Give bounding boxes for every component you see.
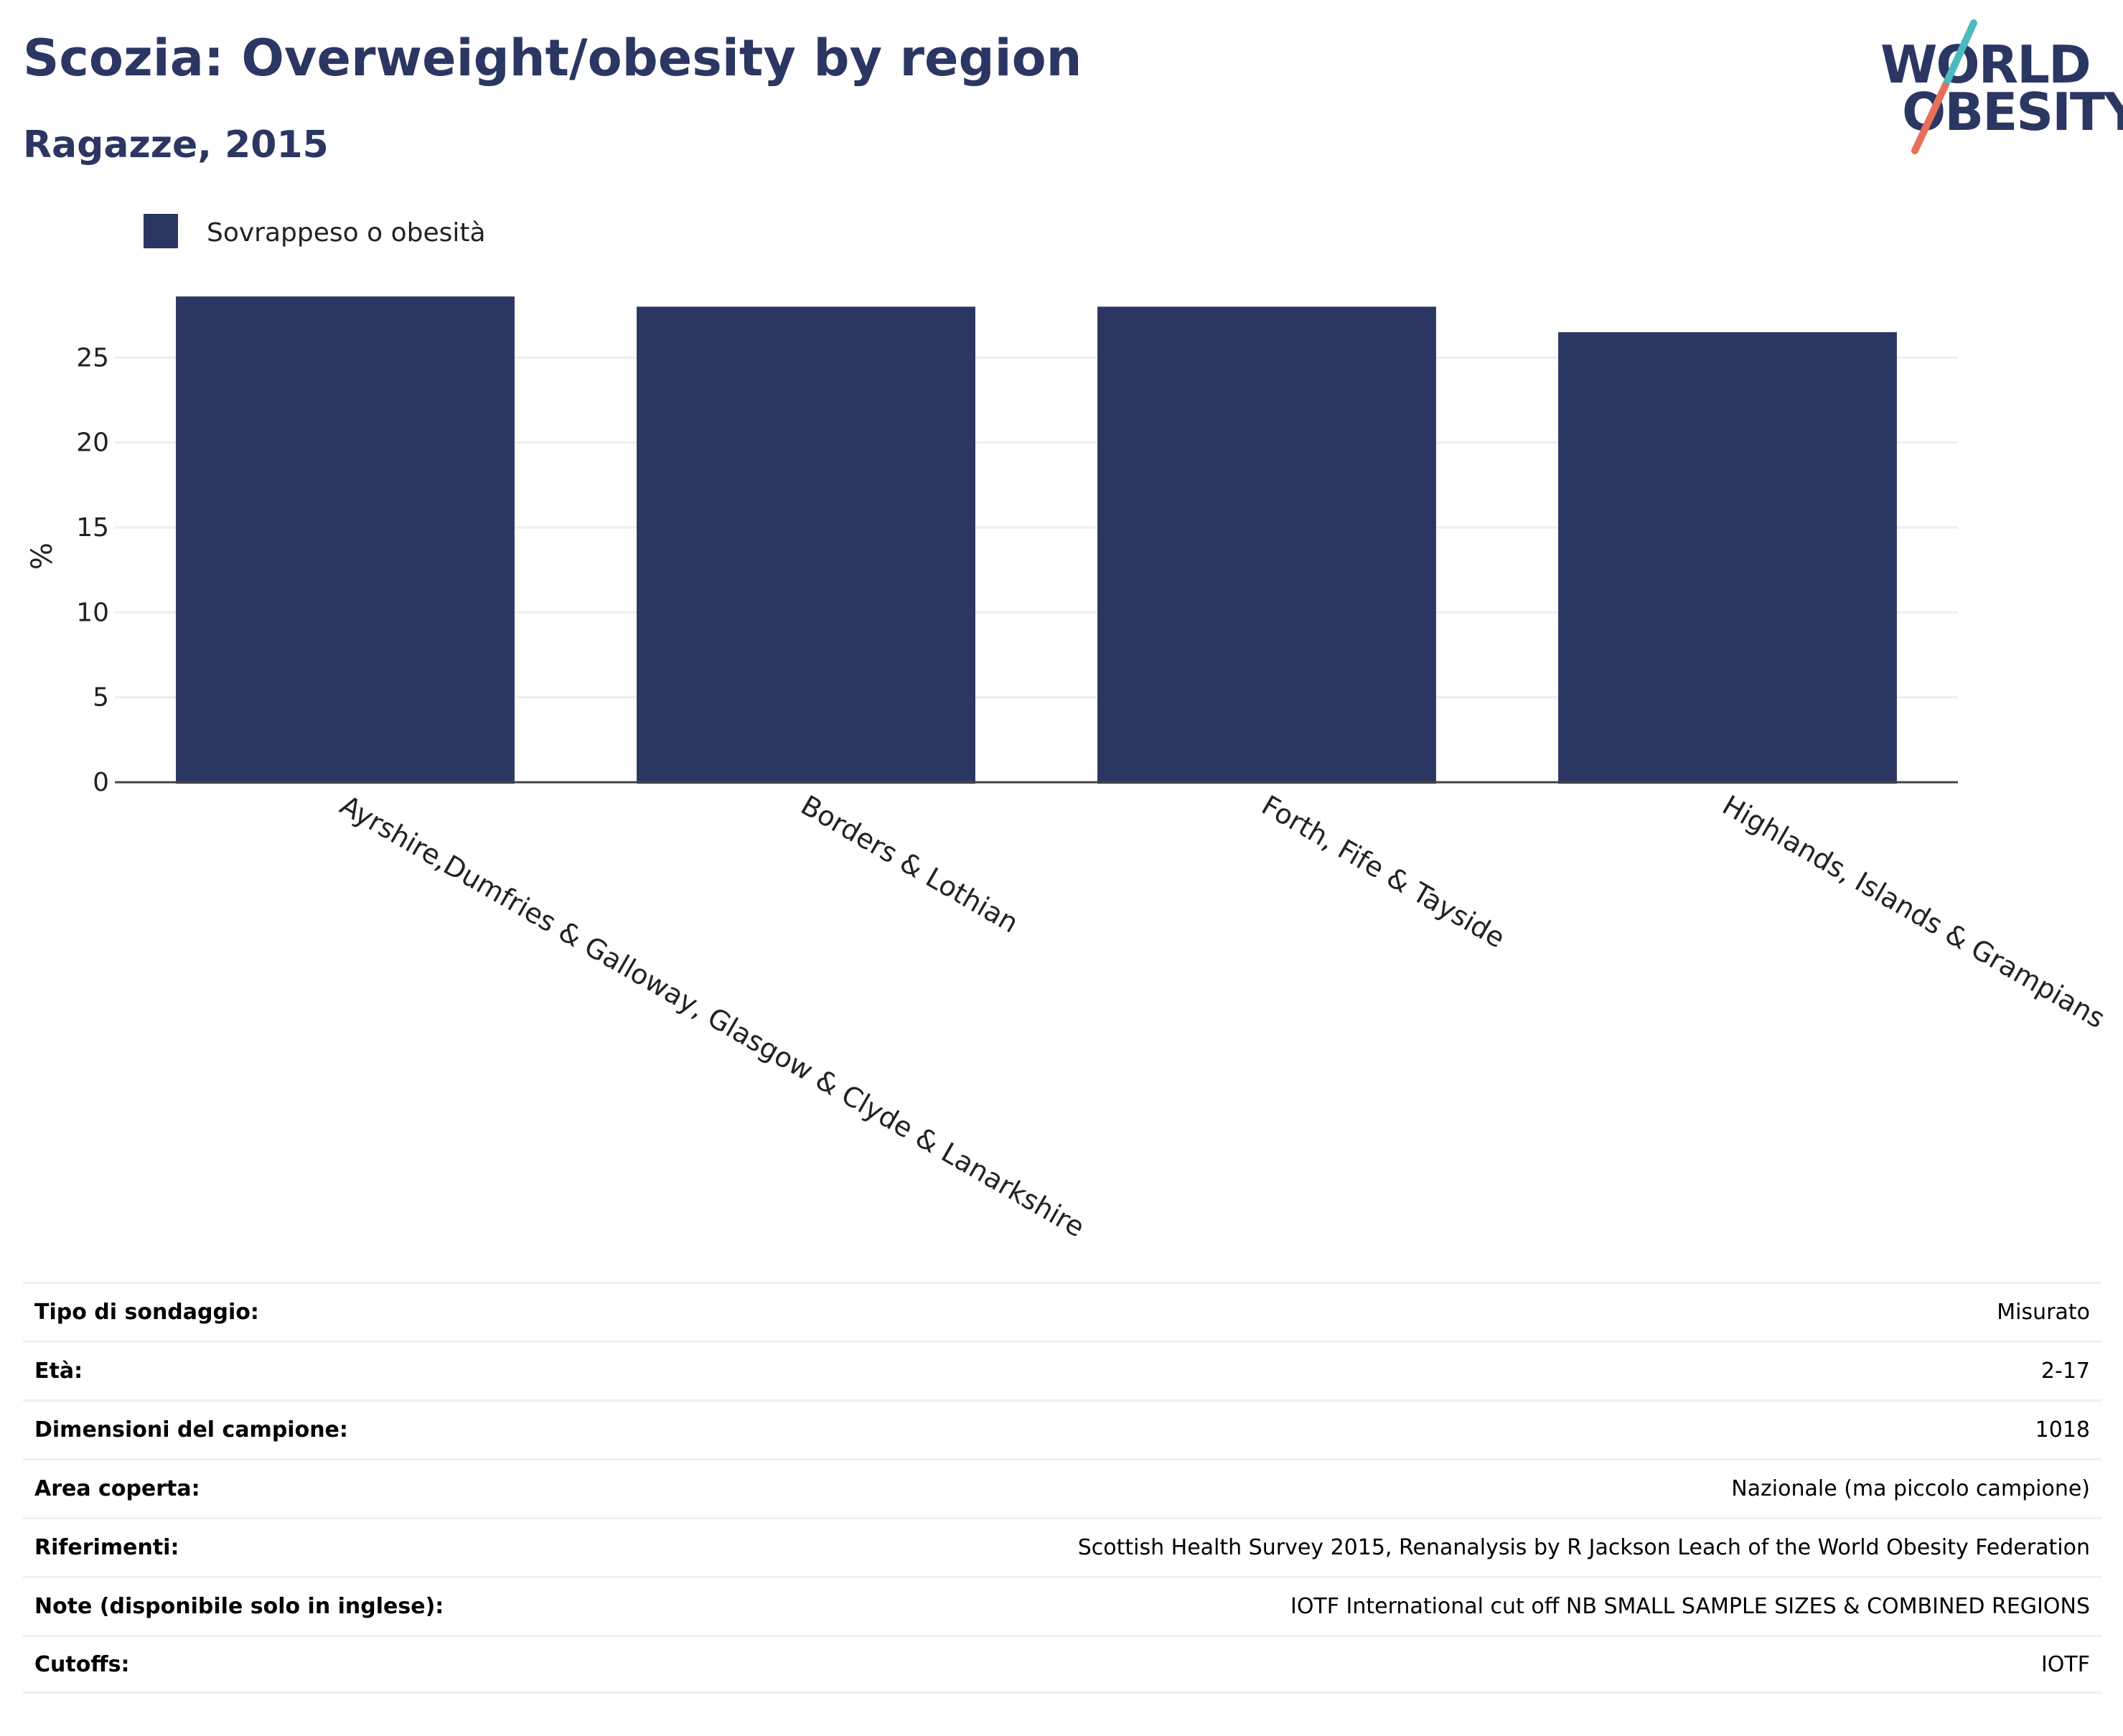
bars [176, 296, 1897, 784]
world-obesity-logo: WORLD OBESITY [1866, 14, 2123, 158]
legend-label: Sovrappeso o obesità [207, 218, 486, 248]
bar [637, 306, 975, 784]
bar [176, 296, 515, 784]
info-value: IOTF International cut off NB SMALL SAMP… [1290, 1594, 2090, 1619]
info-value: IOTF [2040, 1651, 2090, 1677]
info-label: Tipo di sondaggio: [34, 1300, 259, 1325]
legend: Sovrappeso o obesità [144, 214, 486, 248]
info-label: Riferimenti: [34, 1535, 179, 1560]
y-tick-label: 20 [76, 428, 109, 458]
bar [1558, 332, 1897, 784]
bar [1097, 306, 1436, 784]
y-axis: 0 5 10 15 20 25 [76, 343, 109, 797]
info-label: Area coperta: [34, 1476, 200, 1501]
y-tick-label: 0 [93, 768, 109, 797]
x-tick-label: Borders & Lothian [796, 789, 1024, 939]
y-axis-label: % [26, 543, 59, 570]
info-value: Nazionale (ma piccolo campione) [1731, 1476, 2090, 1501]
info-value: 1018 [2035, 1417, 2090, 1442]
info-row: Dimensioni del campione: 1018 [23, 1399, 2101, 1458]
x-tick-label: Ayrshire,Dumfries & Galloway, Glasgow & … [335, 789, 1090, 1244]
info-row: Riferimenti: Scottish Health Survey 2015,… [23, 1517, 2101, 1576]
info-row: Note (disponibile solo in inglese): IOTF … [23, 1576, 2101, 1635]
logo-slash-icon [1911, 19, 1977, 154]
x-axis: Ayrshire,Dumfries & Galloway, Glasgow & … [115, 781, 2111, 1244]
info-value: 2-17 [2040, 1359, 2090, 1384]
x-tick-label: Highlands, Islands & Grampians [1717, 789, 2111, 1035]
info-label: Dimensioni del campione: [34, 1417, 348, 1442]
y-tick-label: 15 [76, 513, 109, 543]
info-label: Note (disponibile solo in inglese): [34, 1594, 444, 1619]
y-tick-label: 25 [76, 343, 109, 372]
info-value: Scottish Health Survey 2015, Renanalysis… [1077, 1535, 2090, 1560]
info-label: Età: [34, 1359, 83, 1384]
x-tick-label: Forth, Fife & Tayside [1257, 789, 1511, 954]
chart-subtitle: Ragazze, 2015 [23, 123, 329, 166]
logo-line-1: WORLD [1880, 34, 2091, 95]
info-label: Cutoffs: [34, 1651, 130, 1677]
y-tick-label: 5 [93, 683, 109, 713]
y-tick-label: 10 [76, 598, 109, 627]
info-row: Età: 2-17 [23, 1341, 2101, 1399]
info-row: Area coperta: Nazionale (ma piccolo campi… [23, 1458, 2101, 1517]
chart-title: Scozia: Overweight/obesity by region [23, 29, 1082, 88]
info-row: Tipo di sondaggio: Misurato [23, 1282, 2101, 1341]
info-row: Cutoffs: IOTF [23, 1635, 2101, 1694]
info-table: Tipo di sondaggio: Misurato Età: 2-17 Dimens… [23, 1282, 2101, 1694]
info-value: Misurato [1997, 1300, 2090, 1325]
legend-swatch [144, 214, 178, 248]
bar-chart: 0 5 10 15 20 25 Ayrshire,Dumfries & Galloway,… [26, 214, 2111, 1244]
